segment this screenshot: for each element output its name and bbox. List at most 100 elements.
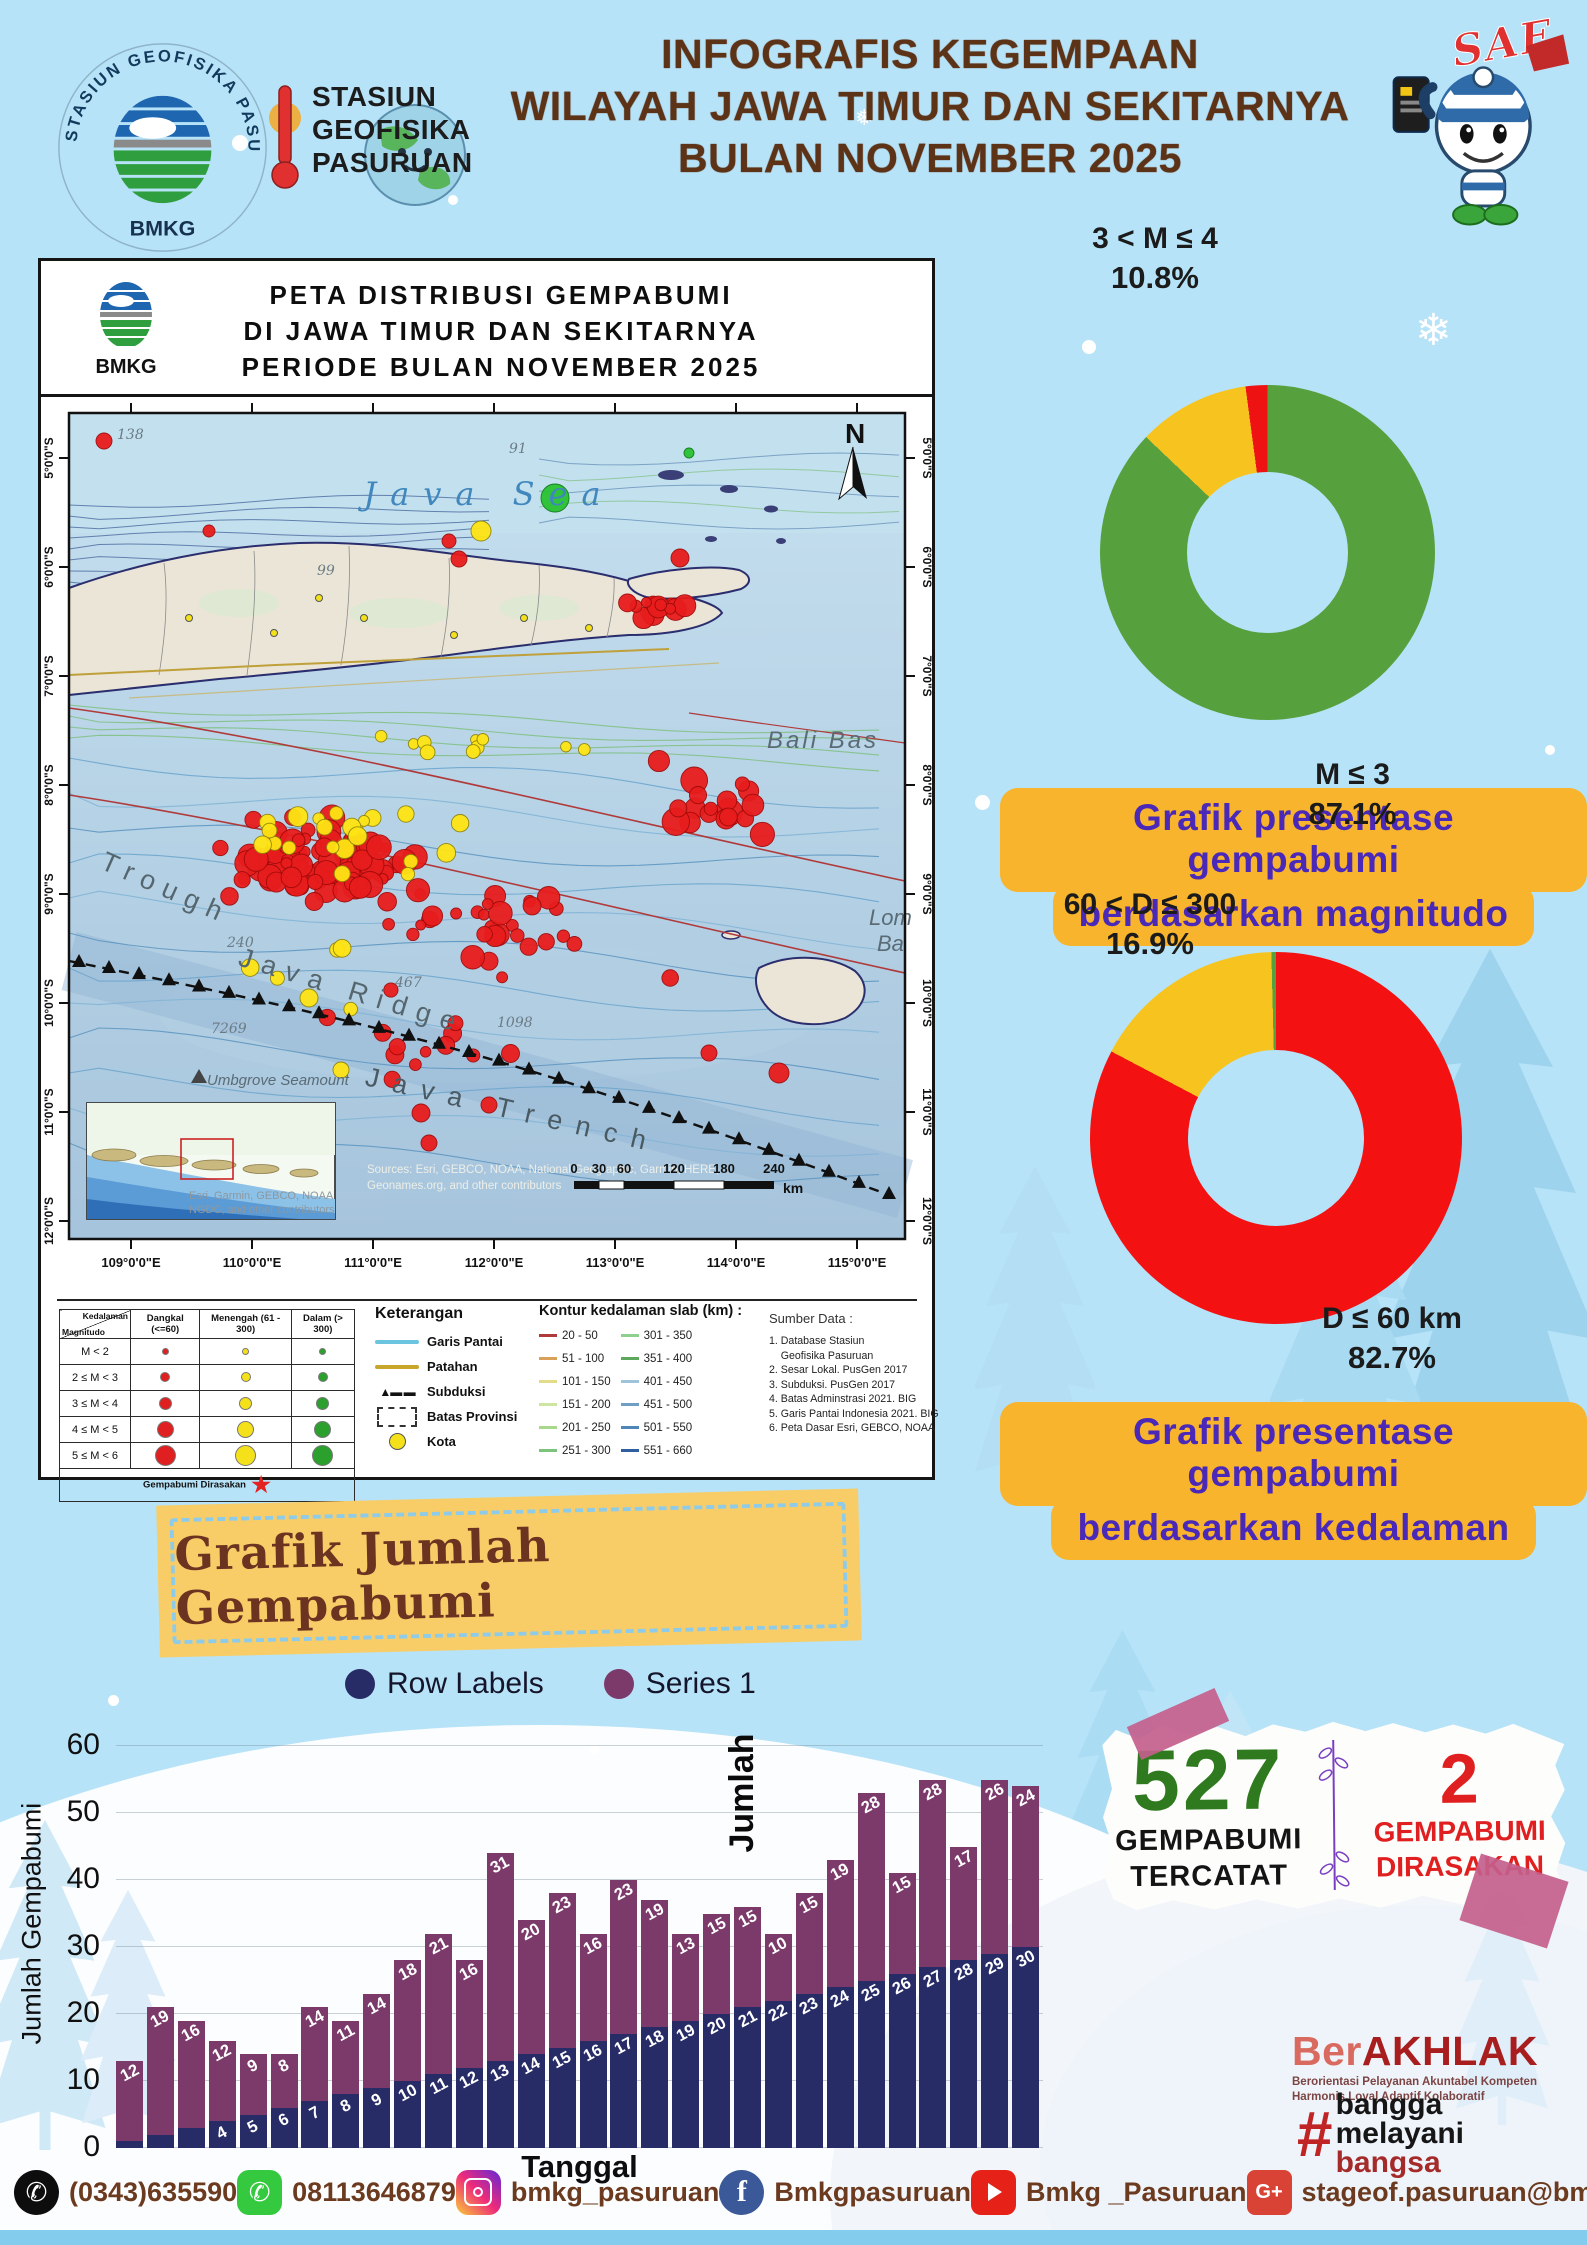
bar-segment-count: 8 [270,2054,298,2108]
station-name: STASIUN GEOFISIKA PASURUAN [312,81,473,178]
scale-bar: 0 30 60 120 180 240 km [570,1161,803,1196]
lat-label: 8°0'0"S [920,764,934,806]
bar-segment-day: 15 [548,2047,576,2148]
y-axis-title: Jumlah Gempabumi [16,1802,47,2045]
kontur-item: 101 - 150 [539,1370,611,1393]
bar-segment-count: 24 [1012,1786,1040,1947]
lat-label: 11°0'0"S [42,1088,56,1136]
svg-text:240: 240 [763,1161,785,1176]
stacked-bar: 12 16 [455,1960,483,2148]
snow-dot [1545,745,1555,755]
fault-lines [68,707,906,974]
y-tick-label: 50 [66,1795,100,1828]
bar-segment-count: 12 [116,2061,143,2142]
contour-label-138: 138 [117,427,144,443]
legend-label-row-labels: Row Labels [387,1667,544,1700]
lat-label: 7°0'0"S [42,655,56,697]
snow-dot [1082,340,1096,354]
lat-label: 12°0'0"S [920,1196,934,1246]
legend-swatch-purple [603,1669,634,1699]
stacked-bar: 23 15 [795,1893,823,2148]
bar-segment-day: 18 [641,2027,669,2148]
bar-segment-day: 27 [919,1967,947,2148]
lat-label: 12°0'0"S [42,1196,56,1246]
lon-label: 111°0'0"E [344,1255,402,1270]
bar-segment-count: 15 [795,1893,823,1994]
berakhlak-tagline-1: Berorientasi Pelayanan Akuntabel Kompete… [1292,2076,1537,2088]
lat-label: 11°0'0"S [920,1088,934,1136]
keterangan-symbol: ▲▬ ▬ [379,1384,415,1399]
title-line-2: WILAYAH JAWA TIMUR DAN SEKITARNYA [510,83,1350,129]
bar-segment-count: 16 [455,1960,483,2068]
legend-swatch-navy [345,1669,375,1699]
stacked-bar: 11 21 [425,1933,452,2148]
felt-star-icon: ★ [251,1472,271,1497]
y-tick-label: 40 [66,1862,100,1895]
bar-segment-count: 20 [517,1920,545,2055]
kontur-item: 501 - 550 [620,1416,692,1439]
bar-segment-day: 14 [517,2054,545,2148]
stacked-bar: 16 [177,2021,205,2148]
svg-text:180: 180 [713,1161,735,1176]
kontur-title: Kontur kedalaman slab (km) : [539,1303,743,1319]
bar-segment-count: 19 [826,1860,854,1988]
magnitude-slice-label-yellow: 3 < M ≤ 4 10.8% [1092,222,1218,295]
bar-segment-count: 10 [764,1933,792,2001]
sumber-title: Sumber Data : [769,1311,853,1326]
stacked-bar: 14 20 [517,1920,545,2148]
bar-segment-count: 14 [363,1994,391,2088]
seamount-triangle [191,1069,207,1083]
bar-segment-day: 11 [425,2074,452,2148]
contact-item-whatsapp: ✆ 08113646879 [237,2169,456,2215]
bar-segment-day: 23 [795,1994,823,2148]
depth-caption: Grafik presentase gempabumi berdasarkan … [1000,1402,1587,1560]
contour-label-91: 91 [509,441,527,457]
bar-segment-count: 15 [734,1907,761,2008]
bar-segment-day: 19 [672,2021,700,2148]
lon-label: 115°0'0"E [827,1255,887,1270]
svg-text:km: km [783,1180,803,1196]
bmkg-logo: BMKG [95,282,157,378]
contact-label: stageof.pasuruan@bmkg.go.id [1301,2176,1587,2207]
keterangan-symbol [375,1364,419,1369]
lat-label: 9°0'0"S [42,873,56,915]
svg-text:0: 0 [570,1161,577,1176]
stacked-bar: 9 14 [363,1994,391,2148]
sumber-line: 5. Garis Pantai Indonesia 2021. BIG [769,1407,939,1420]
lat-label: 6°0'0"S [42,546,56,588]
snow-dot [975,795,990,810]
bar-segment-day: 8 [332,2094,360,2148]
kontur-item: 551 - 660 [620,1439,692,1462]
lon-label: 113°0'0"E [585,1255,645,1270]
contact-item-facebook: f Bmkgpasuruan [719,2169,971,2215]
bar-segment-count: 9 [239,2054,267,2115]
stacked-bar: 4 12 [208,2041,236,2148]
north-arrow: N [838,418,867,501]
whatsapp-icon: ✆ [237,2169,283,2215]
bar-segment-day: 26 [888,1974,916,2148]
stacked-bar: 7 14 [301,2007,329,2148]
bar-chart-title: Grafik Jumlah Gempabumi [173,1517,552,1636]
stacked-bar: 8 11 [332,2020,360,2148]
lon-label: 110°0'0"E [222,1255,282,1270]
map-frame: Java Sea Trough Java Ridge Java Trench U… [42,403,934,1293]
kontur-item: 51 - 100 [539,1347,611,1370]
map-label-java-sea: Java Sea [357,475,614,513]
svg-text:30: 30 [592,1161,606,1176]
pine-tree-decor [1385,948,1587,1522]
bar-segment-count: 15 [703,1913,731,2014]
bar-chart-title-box: Grafik Jumlah Gempabumi [156,1488,862,1658]
kontur-item: 251 - 300 [539,1439,611,1462]
contact-item-youtube: Bmkg _Pasuruan [970,2169,1247,2215]
gridline [116,1879,1043,1880]
contact-footer: ✆ (0343)635590 ✆ 08113646879 bmkg_pasuruan f B… [0,2156,1587,2228]
magnitude-caption: Grafik presentase gempabumi berdasarkan … [1000,788,1587,946]
bangga-melayani-bangsa-logo: # bangga melayani bangsa [1296,2088,1465,2179]
contact-item-phone: ✆ (0343)635590 [14,2169,237,2215]
stacked-bar: 16 16 [579,1933,607,2148]
svg-text:N: N [845,418,865,449]
stacked-bar: 10 18 [394,1960,422,2148]
y-tick-label: 0 [83,2130,100,2163]
subduction-line [68,954,896,1199]
bar-segment-day [146,2134,174,2148]
